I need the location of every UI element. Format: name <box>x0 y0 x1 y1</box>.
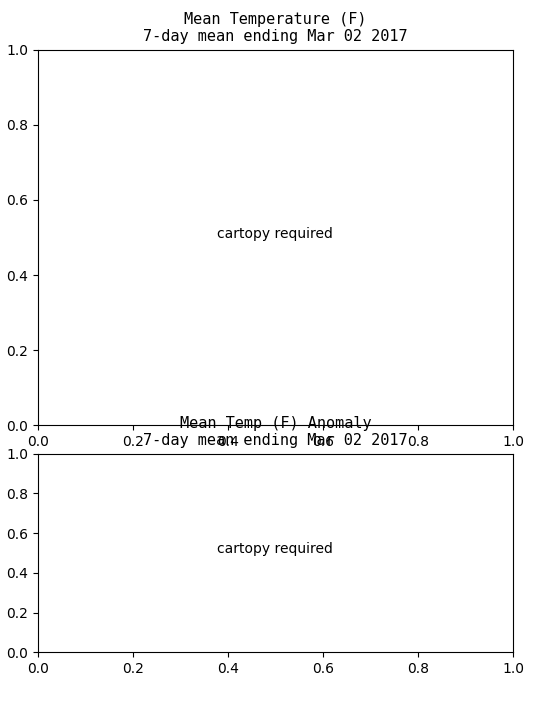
Title: Mean Temperature (F)
7-day mean ending Mar 02 2017: Mean Temperature (F) 7-day mean ending M… <box>143 12 408 44</box>
Text: cartopy required: cartopy required <box>218 226 333 240</box>
Text: cartopy required: cartopy required <box>218 542 333 556</box>
Title: Mean Temp (F) Anomaly
7-day mean ending Mar 02 2017: Mean Temp (F) Anomaly 7-day mean ending … <box>143 416 408 448</box>
